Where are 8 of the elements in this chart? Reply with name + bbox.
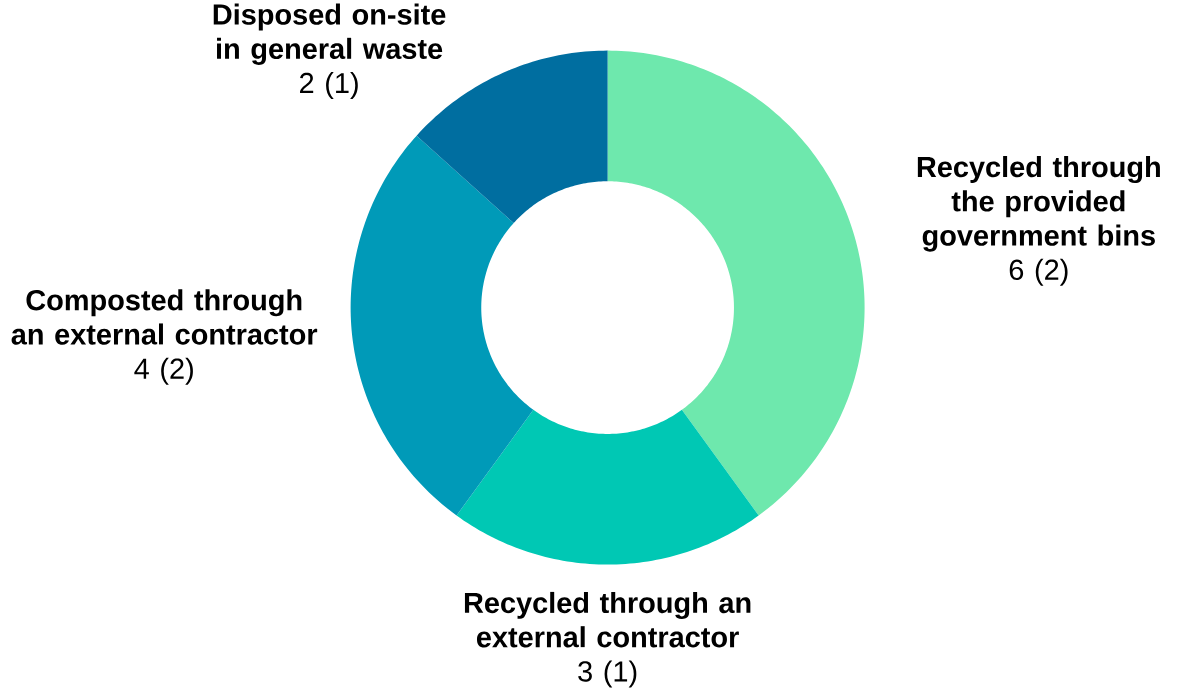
data-label: 3 (1): [578, 660, 637, 688]
slice-label: Recycled through the provided government bins: [917, 156, 1160, 252]
data-label: 2 (1): [300, 72, 358, 100]
slice-label: Composted through an external contractor: [11, 289, 318, 345]
data-label: 4 (2): [134, 357, 193, 385]
data-label: 6 (2): [1009, 258, 1068, 286]
slice-label: Disposed on-site in general waste: [213, 3, 446, 65]
slice-label: Recycled through an external contractor: [464, 591, 751, 648]
